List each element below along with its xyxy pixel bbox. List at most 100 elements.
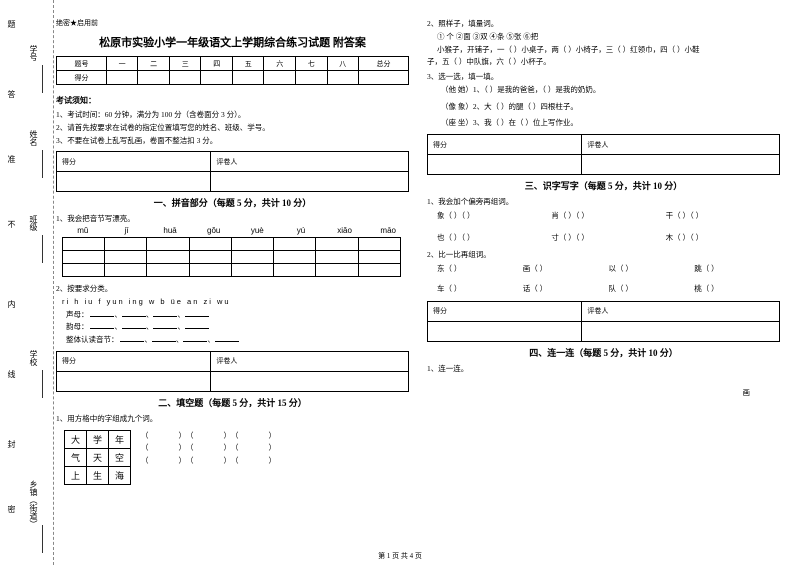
seal-char: 密 (6, 505, 17, 513)
left-column: 绝密★启用前 松原市实验小学一年级语文上学期综合练习试题 附答案 题号 一 二 … (56, 18, 409, 555)
category-line: 声母： 、、、 (56, 309, 409, 322)
radical-item: 干（ ）（ ） (666, 209, 780, 223)
grid-cell: 气 (65, 448, 87, 466)
score-summary-table: 题号 一 二 三 四 五 六 七 八 总分 得分 (56, 56, 409, 85)
seal-char: 内 (6, 300, 17, 308)
cat-label: 整体认读音节： (66, 335, 119, 344)
compare-item: 桃（ ） (694, 282, 780, 296)
select-line: （座 坐）3、我（ ）在（ ）位上写作业。 (427, 117, 780, 130)
notice-heading: 考试须知： (56, 95, 409, 106)
cat-label: 声母： (66, 310, 89, 319)
select-line: （他 她）1、（ ）是我的爸爸，（ ）是我的奶奶。 (427, 84, 780, 97)
score-header: 一 (106, 57, 138, 71)
binding-margin: 题 答 准 不 内 线 封 密 学号 姓名 班级 学校 乡镇（街道） (0, 0, 54, 565)
question-text: 3、选一选，填一填。 (427, 71, 780, 84)
question-text: 2、比一比再组词。 (427, 249, 780, 262)
radical-item: 木（ ）（ ） (666, 231, 780, 245)
score-header: 七 (296, 57, 328, 71)
radical-item: 寸（ ）（ ） (551, 231, 665, 245)
seal-char: 答 (6, 90, 17, 98)
pinyin: yú (280, 226, 322, 235)
compare-item: 以（ ） (609, 262, 695, 276)
pinyin: yuè (237, 226, 279, 235)
page-content: 绝密★启用前 松原市实验小学一年级语文上学期综合练习试题 附答案 题号 一 二 … (0, 0, 800, 565)
grid-cell: 上 (65, 466, 87, 484)
score-header: 总分 (359, 57, 409, 71)
radical-item: 也（ ）（ ） (437, 231, 551, 245)
score-header: 五 (232, 57, 264, 71)
pinyin: māo (367, 226, 409, 235)
field-line (42, 235, 43, 263)
exam-title: 松原市实验小学一年级语文上学期综合练习试题 附答案 (56, 34, 409, 50)
field-line (42, 370, 43, 398)
scorebox-label: 评卷人 (211, 152, 409, 172)
pinyin-write-grid (62, 237, 401, 277)
scorebox-label: 评卷人 (582, 301, 780, 321)
field-line (42, 65, 43, 93)
part1-title: 一、拼音部分（每题 5 分，共计 10 分） (56, 196, 409, 209)
compare-item: 画（ ） (523, 262, 609, 276)
notice-line: 2、请首先按要求在试卷的指定位置填写您的姓名、班级、学号。 (56, 122, 409, 135)
measure-examples: ① 个 ②面 ③双 ④条 ⑤张 ⑥把 (427, 31, 780, 44)
right-column: 2、照样子，填量词。 ① 个 ②面 ③双 ④条 ⑤张 ⑥把 小猴子，开铺子，一（… (427, 18, 780, 555)
seal-char: 封 (6, 440, 17, 448)
category-line: 韵母： 、、、 (56, 321, 409, 334)
field-student-id: 学号 (28, 45, 39, 61)
field-town: 乡镇（街道） (28, 480, 39, 528)
part2-title: 二、填空题（每题 5 分，共计 15 分） (56, 396, 409, 409)
scorebox-label: 评卷人 (582, 135, 780, 155)
score-header: 题号 (57, 57, 107, 71)
char-grid-row: 大 学 年 气 天 空 上 生 海 （ ） （ ） （ ） （ ） (56, 426, 409, 489)
grid-cell: 空 (109, 448, 131, 466)
character-grid: 大 学 年 气 天 空 上 生 海 (64, 430, 131, 485)
seal-char: 题 (6, 20, 17, 28)
measure-sentence: 小猴子，开铺子，一（ ）小桌子，两（ ）小椅子，三（ ）红领巾，四（ ）小鞋 (427, 44, 780, 57)
confidential-label: 绝密★启用前 (56, 18, 409, 28)
score-header: 二 (138, 57, 170, 71)
radical-row: 象（ ）（ ） 肖（ ）（ ） 干（ ）（ ） (427, 209, 780, 223)
notice-line: 1、考试时间：60 分钟，满分为 100 分（含卷面分 3 分）。 (56, 109, 409, 122)
score-header: 八 (327, 57, 359, 71)
radical-item: 象（ ）（ ） (437, 209, 551, 223)
field-line (42, 525, 43, 553)
part-scorebox: 得分 评卷人 (427, 134, 780, 175)
radical-row: 也（ ）（ ） 寸（ ）（ ） 木（ ）（ ） (427, 231, 780, 245)
radical-item: 肖（ ）（ ） (551, 209, 665, 223)
grid-cell: 大 (65, 430, 87, 448)
score-row-label: 得分 (57, 71, 107, 85)
compare-item: 车（ ） (437, 282, 523, 296)
cat-label: 韵母： (66, 322, 89, 331)
pinyin-header: mǔ jī huā gǒu yuè yú xiǎo māo (56, 226, 409, 235)
question-text: 2、按要求分类。 (56, 283, 409, 296)
select-line: （像 象）2、大（ ）的腿（ ）四根柱子。 (427, 101, 780, 114)
scorebox-label: 得分 (428, 301, 582, 321)
question-text: 1、连一连。 (427, 363, 780, 376)
part4-title: 四、连一连（每题 5 分，共计 10 分） (427, 346, 780, 359)
category-line: 整体认读音节： 、、、 (56, 334, 409, 347)
word-blanks: （ ） （ ） （ ） （ ） （ ） （ ） （ ） （ ） （ ） (141, 426, 409, 468)
field-name: 姓名 (28, 130, 39, 146)
compare-row: 东（ ） 画（ ） 以（ ） 跳（ ） (427, 262, 780, 276)
question-text: 2、照样子，填量词。 (427, 18, 780, 31)
question-text: 1、用方格中的字组成九个词。 (56, 413, 409, 426)
grid-cell: 天 (87, 448, 109, 466)
score-header: 三 (169, 57, 201, 71)
compare-row: 车（ ） 话（ ） 队（ ） 桃（ ） (427, 282, 780, 296)
field-class: 班级 (28, 215, 39, 231)
question-text: 1、我会把音节写漂亮。 (56, 213, 409, 226)
grid-cell: 海 (109, 466, 131, 484)
scorebox-label: 得分 (57, 351, 211, 371)
pinyin: gǒu (193, 226, 235, 235)
seal-char: 准 (6, 155, 17, 163)
grid-cell: 年 (109, 430, 131, 448)
seal-char: 不 (6, 220, 17, 228)
notice-line: 3、不要在试卷上乱写乱画，卷面不整洁扣 3 分。 (56, 135, 409, 148)
seal-char: 线 (6, 370, 17, 378)
page-footer: 第 1 页 共 4 页 (0, 551, 800, 561)
scorebox-label: 得分 (57, 152, 211, 172)
trailing-char: 画 (427, 387, 780, 400)
grid-cell: 学 (87, 430, 109, 448)
compare-item: 东（ ） (437, 262, 523, 276)
field-line (42, 150, 43, 178)
grid-cell: 生 (87, 466, 109, 484)
